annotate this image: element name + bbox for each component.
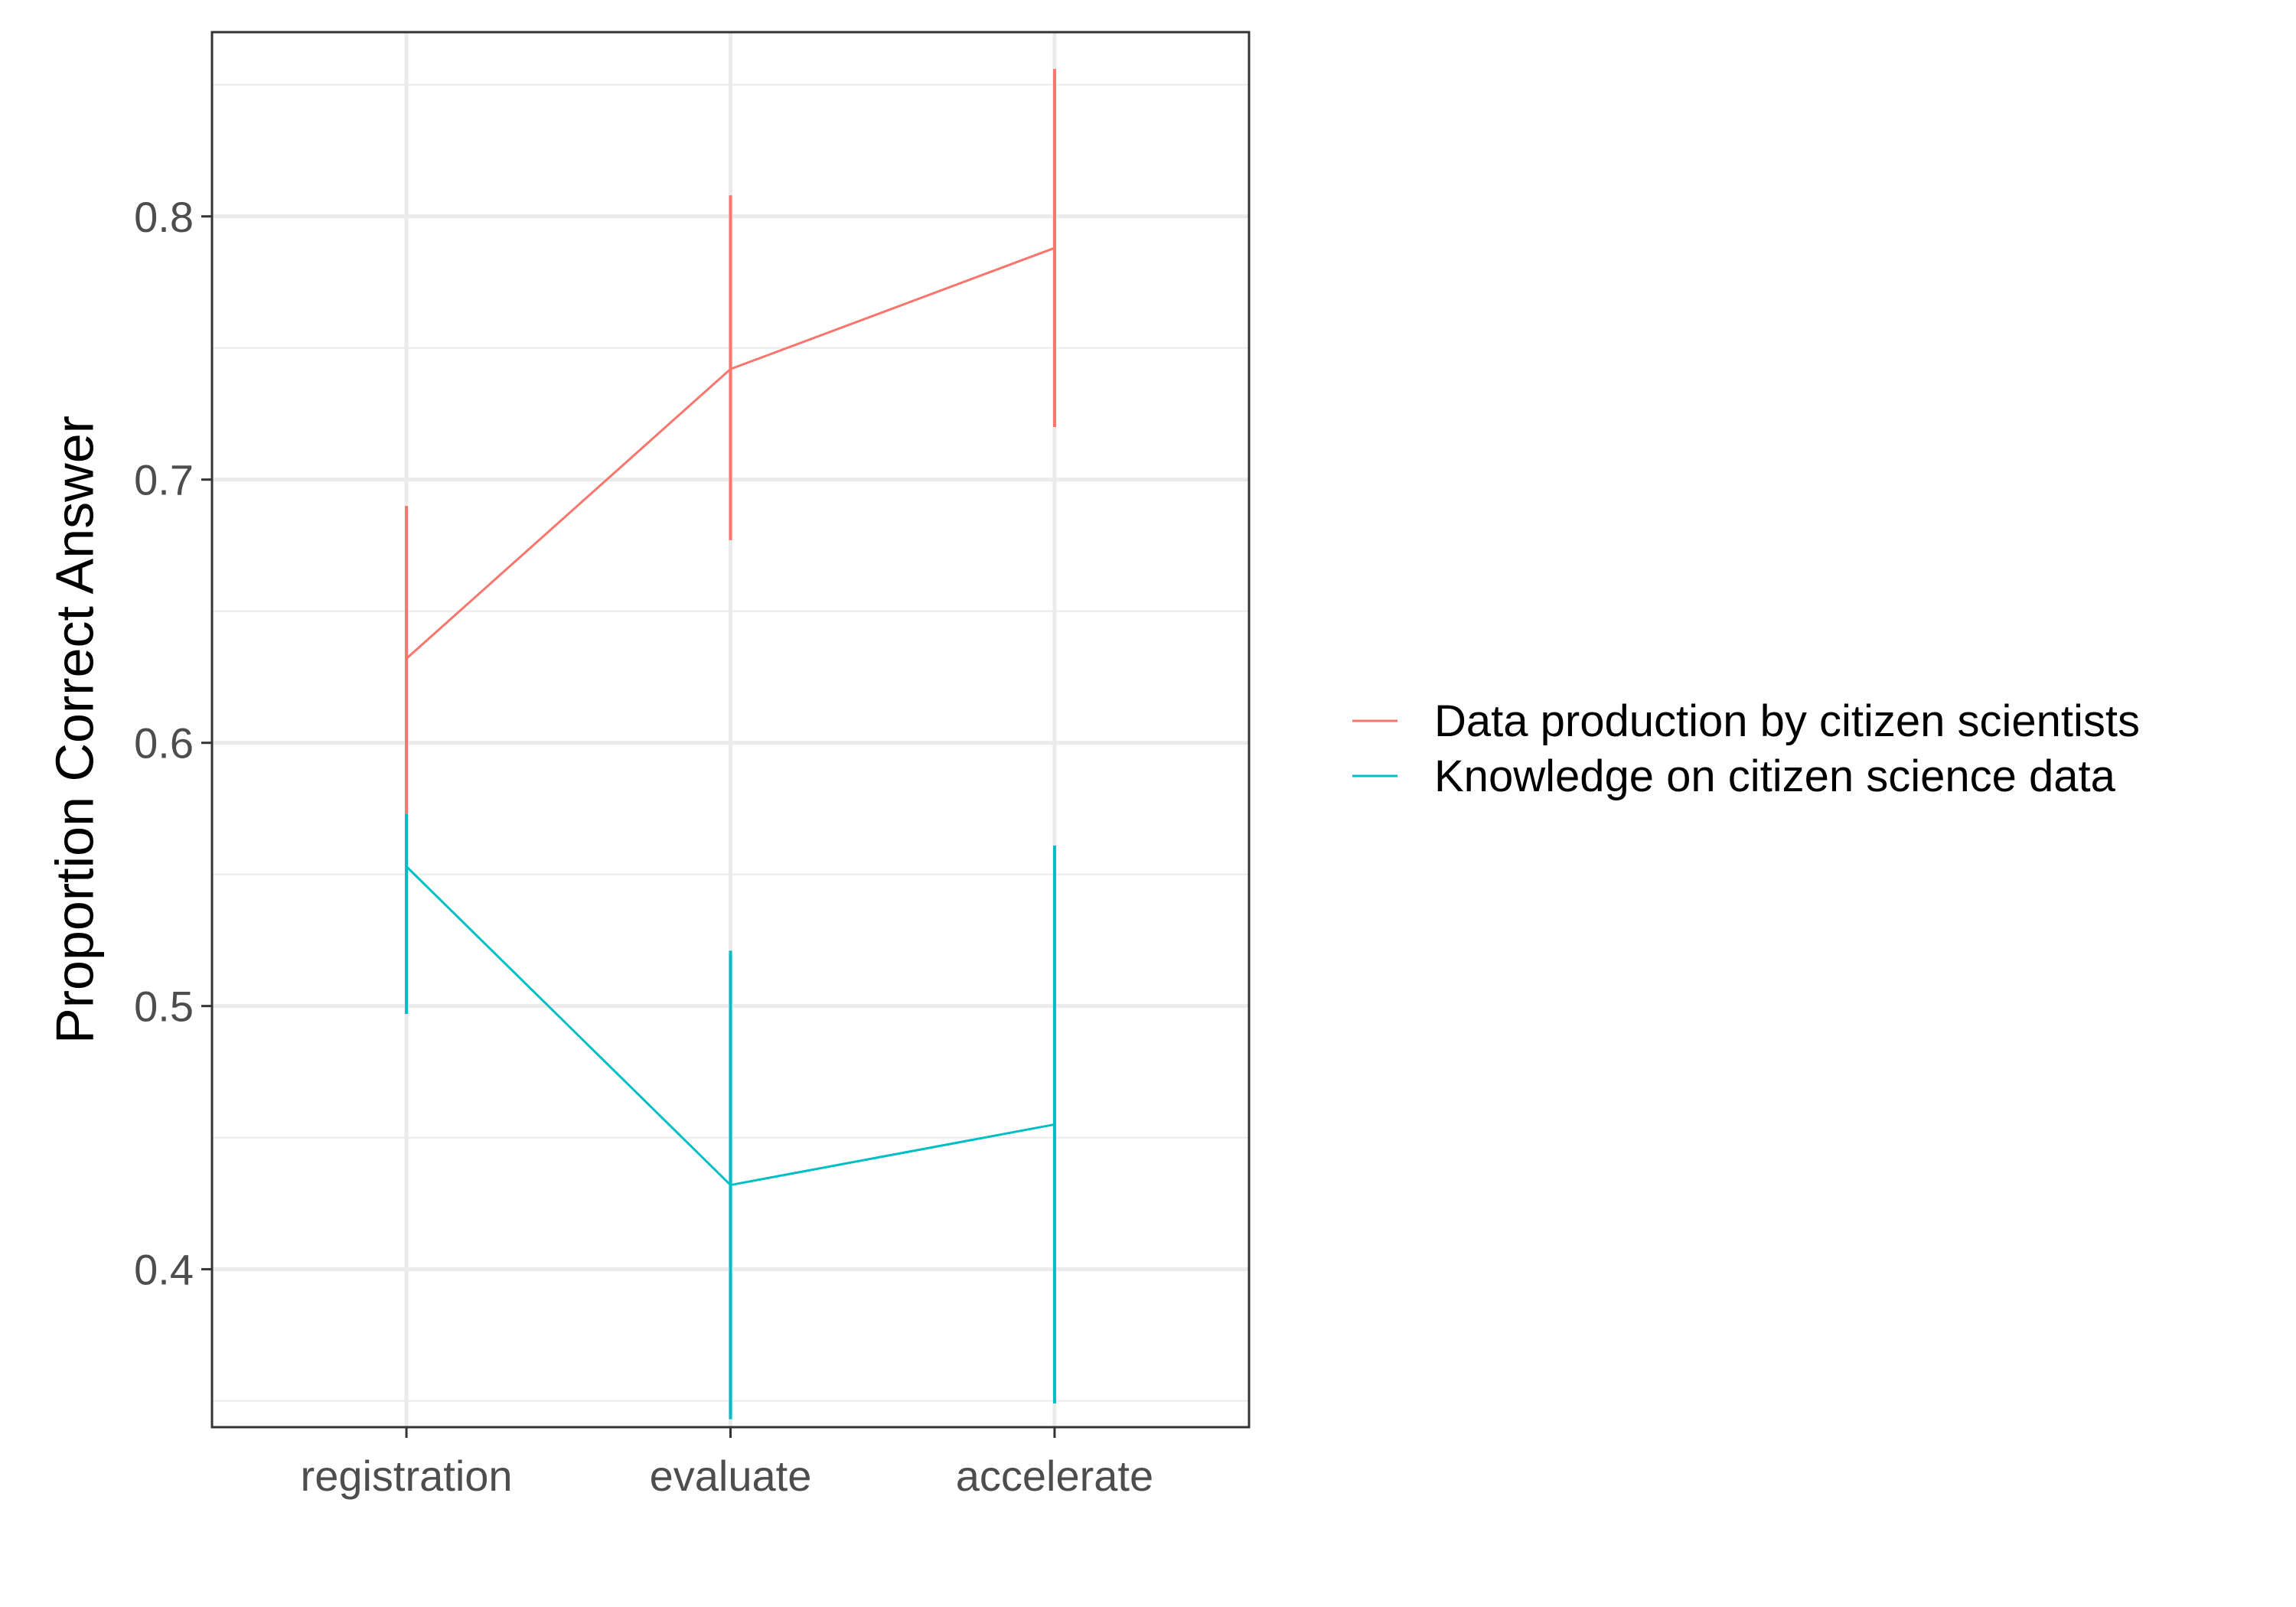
legend: Data production by citizen scientistsKno… <box>1352 696 2140 801</box>
y-axis-title: Proportion Correct Answer <box>44 416 104 1044</box>
y-tick-label: 0.6 <box>134 719 194 768</box>
y-tick-label: 0.4 <box>134 1246 194 1294</box>
legend-label: Data production by citizen scientists <box>1434 696 2140 746</box>
axes: 0.4 0.5 0.6 0.7 0.8 registration evaluate accel… <box>134 193 1153 1500</box>
legend-label: Knowledge on citizen science data <box>1434 751 2116 801</box>
series-1 <box>405 69 1056 814</box>
series-2 <box>405 813 1056 1420</box>
y-tick-label: 0.5 <box>134 983 194 1031</box>
x-tick-label: accelerate <box>956 1452 1153 1500</box>
y-tick-label: 0.8 <box>134 193 194 241</box>
series-layer <box>405 69 1056 1420</box>
legend-item: Knowledge on citizen science data <box>1352 751 2116 801</box>
y-tick-label: 0.7 <box>134 456 194 504</box>
legend-item: Data production by citizen scientists <box>1352 696 2140 746</box>
x-tick-label: evaluate <box>650 1452 812 1500</box>
x-tick-label: registration <box>301 1452 513 1500</box>
